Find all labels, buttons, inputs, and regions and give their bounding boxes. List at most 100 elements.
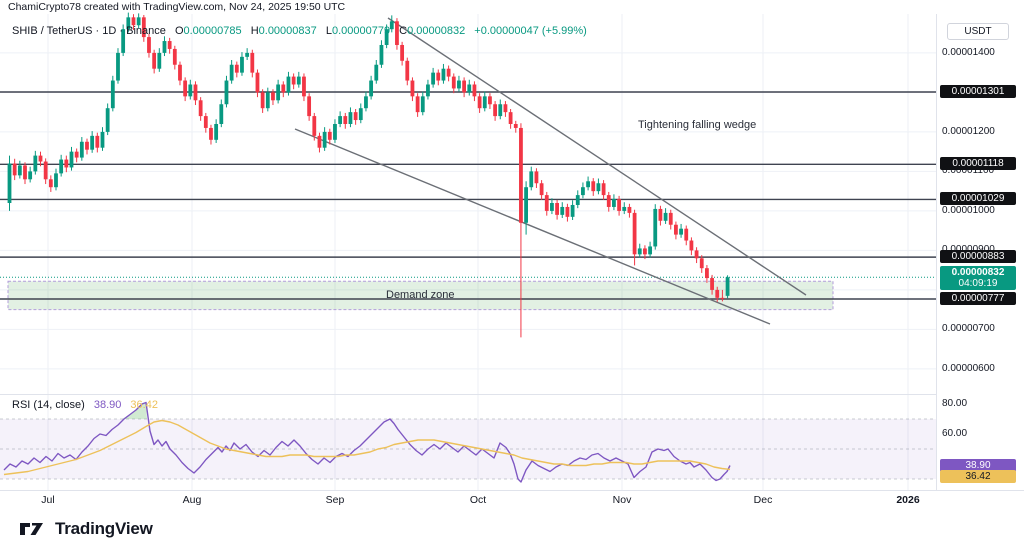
candle-body — [322, 131, 327, 148]
candle-body — [12, 163, 17, 176]
demand-zone-label: Demand zone — [386, 289, 455, 301]
candle-body — [493, 104, 498, 117]
candle-body — [152, 52, 157, 69]
candle-body — [524, 187, 528, 223]
tradingview-logo-icon — [20, 523, 43, 535]
candle-body — [622, 206, 627, 211]
candle-body — [555, 203, 559, 215]
candle-body — [234, 64, 239, 73]
open-value: 0.00000785 — [183, 25, 242, 37]
candle-body — [271, 92, 275, 101]
candle-body — [167, 41, 172, 49]
candle-body — [147, 37, 151, 53]
candle-body — [596, 183, 601, 192]
time-axis-label: Aug — [182, 494, 202, 506]
price-axis-label: 0.00001400 — [942, 46, 995, 58]
candle-body — [539, 183, 544, 196]
candle-body — [307, 96, 312, 117]
change-value: +0.00000047 (+5.99%) — [474, 25, 587, 37]
rsi-title: RSI — [12, 399, 31, 411]
candle-body — [591, 181, 596, 192]
candle-body — [38, 155, 43, 162]
candle-body — [379, 44, 384, 65]
candle-body — [23, 165, 27, 180]
symbol-legend[interactable]: SHIB / TetherUS · 1D · Binance O0.000007… — [12, 25, 587, 37]
rsi-ma-value: 36.42 — [130, 399, 158, 411]
tradingview-wordmark: TradingView — [55, 519, 153, 538]
candle-body — [617, 199, 621, 211]
candle-body — [457, 80, 461, 89]
candle-body — [436, 72, 441, 81]
candle-body — [126, 17, 131, 30]
candle-body — [637, 248, 642, 255]
candle-body — [627, 206, 632, 213]
candle-body — [281, 84, 286, 93]
candle-body — [384, 29, 389, 45]
candle-body — [265, 92, 270, 109]
price-line-badge: 0.00001301 — [940, 85, 1016, 98]
candle-body — [358, 108, 363, 121]
candle-body — [725, 277, 730, 296]
trend-line — [294, 128, 771, 325]
time-axis-label: Sep — [325, 494, 345, 506]
candle-body — [219, 104, 224, 124]
candle-body — [327, 131, 332, 140]
price-line-badge: 0.00000883 — [940, 250, 1016, 264]
candle-body — [64, 159, 69, 168]
candle-body — [467, 84, 472, 93]
open-label: O — [174, 25, 184, 37]
candle-body — [395, 21, 399, 45]
candle-body — [529, 171, 534, 188]
footer-branding[interactable]: TradingView — [20, 519, 153, 539]
candle-body — [606, 195, 611, 207]
candle-body — [364, 96, 368, 109]
candle-body — [28, 171, 33, 180]
currency-toggle-button[interactable]: USDT — [947, 23, 1009, 40]
candle-body — [503, 104, 508, 113]
candle-body — [544, 195, 549, 211]
candle-body — [446, 68, 451, 77]
candle-body — [48, 179, 53, 188]
candle-body — [451, 76, 456, 89]
candle-body — [110, 80, 115, 109]
current-price-badge: 0.00000832 04:09:19 — [940, 266, 1016, 291]
pane-separator[interactable] — [0, 394, 936, 395]
price-axis-label: 0.00001200 — [942, 125, 995, 137]
candle-body — [317, 135, 322, 148]
candle-body — [513, 123, 518, 128]
candle-body — [705, 268, 709, 279]
candle-body — [462, 80, 467, 93]
candle-body — [17, 165, 22, 176]
candle-body — [715, 289, 720, 298]
candle-body — [643, 248, 647, 255]
candle-body — [581, 187, 585, 196]
candle-body — [74, 151, 79, 158]
candle-body — [560, 206, 565, 215]
candle-body — [141, 17, 146, 38]
candle-body — [203, 116, 208, 128]
candle-body — [193, 84, 198, 101]
candle-body — [663, 212, 668, 221]
low-label: L — [325, 25, 332, 37]
candle-body — [410, 80, 415, 97]
candle-body — [477, 96, 482, 109]
candle-body — [431, 72, 436, 85]
candle-body — [632, 212, 637, 255]
price-line-badge: 0.00001118 — [940, 157, 1016, 171]
candle-body — [472, 84, 477, 97]
candle-body — [338, 116, 343, 124]
rsi-value-badge: 38.90 — [940, 458, 1016, 472]
rsi-legend[interactable]: RSI (14, close) 38.90 36.42 — [12, 399, 158, 411]
candle-body — [43, 161, 48, 180]
candle-body — [33, 155, 38, 172]
candle-body — [679, 228, 683, 235]
candle-body — [312, 116, 317, 136]
candle-body — [601, 183, 606, 196]
candle-body — [498, 104, 503, 117]
high-value: 0.00000837 — [258, 25, 317, 37]
time-axis-label: Dec — [753, 494, 773, 506]
candle-body — [369, 80, 374, 97]
candle-body — [348, 112, 353, 124]
candle-body — [276, 84, 281, 101]
